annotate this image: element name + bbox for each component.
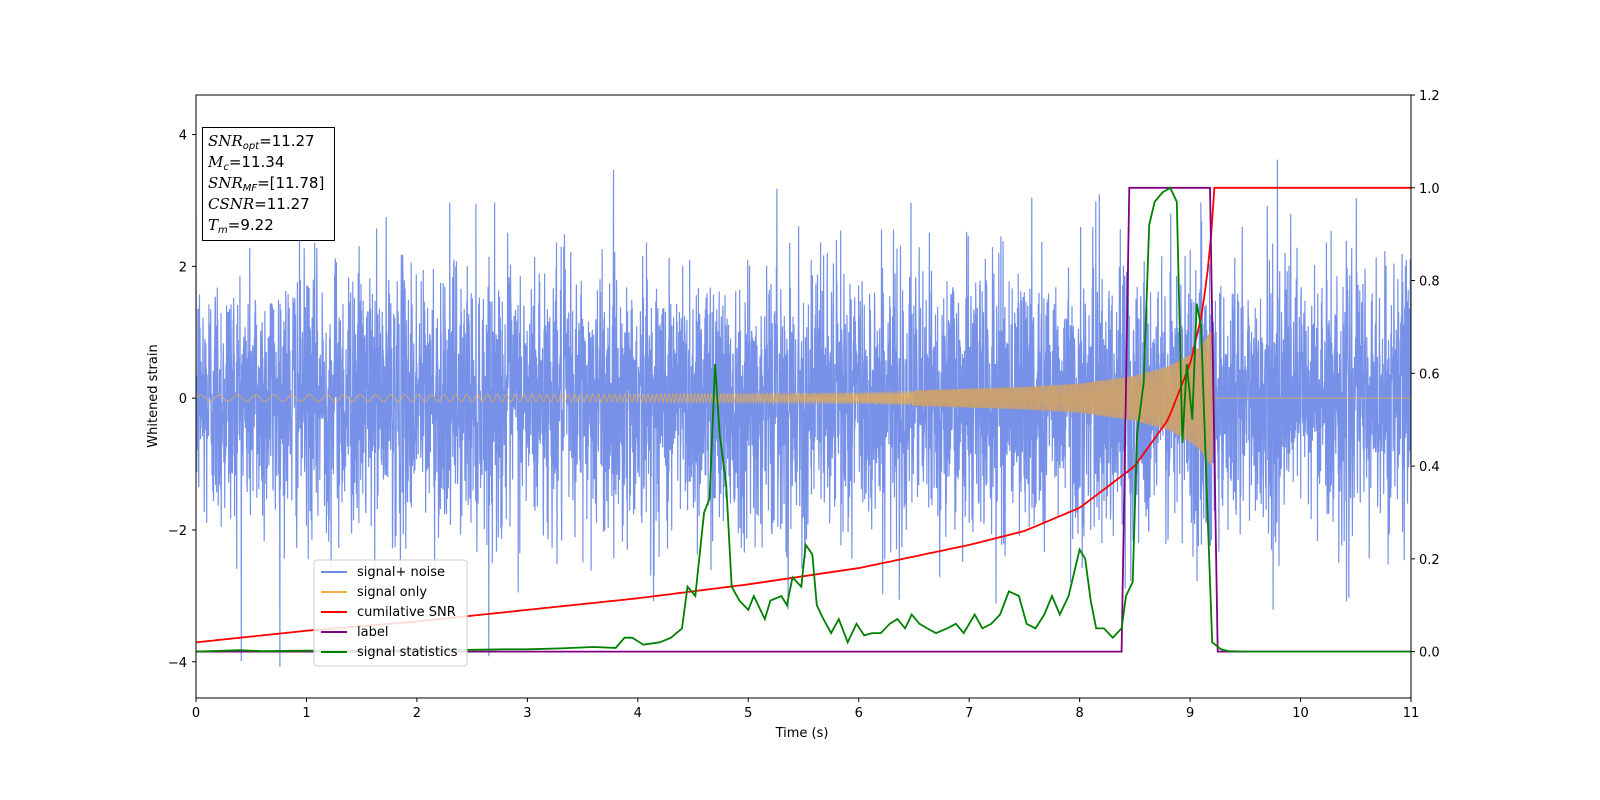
y-left-tick-label: 0 xyxy=(179,392,187,407)
stats-annotation-box: SNRopt=11.27 Mc=11.34 SNRMF=[11.78] CSNR… xyxy=(202,127,335,241)
y-left-tick-label: 4 xyxy=(179,129,187,144)
x-tick-label: 3 xyxy=(523,706,531,721)
legend-label-signal-noise: signal+ noise xyxy=(357,565,445,580)
x-tick-label: 6 xyxy=(855,706,863,721)
legend: signal+ noise signal only cumilative SNR… xyxy=(313,559,468,667)
x-tick-label: 11 xyxy=(1403,706,1420,721)
y-left-tick-label: −2 xyxy=(168,524,187,539)
right-y-axis: 0.0 0.2 0.4 0.6 0.8 1.0 1.2 xyxy=(1411,89,1440,661)
y-right-tick-label: 1.2 xyxy=(1419,89,1440,104)
y-right-tick-label: 0.0 xyxy=(1419,646,1440,661)
legend-frame xyxy=(313,559,468,667)
y-right-tick-label: 0.8 xyxy=(1419,275,1440,290)
plot-frame xyxy=(195,94,1412,699)
x-tick-label: 0 xyxy=(192,706,200,721)
x-tick-label: 4 xyxy=(634,706,642,721)
x-tick-label: 1 xyxy=(302,706,310,721)
legend-label-cumulative-snr: cumilative SNR xyxy=(357,605,456,620)
legend-label-label: label xyxy=(357,625,388,640)
x-axis: 0 1 2 3 4 5 6 7 8 9 10 11 xyxy=(192,698,1419,721)
x-tick-label: 8 xyxy=(1075,706,1083,721)
x-tick-label: 5 xyxy=(744,706,752,721)
y-right-tick-label: 0.6 xyxy=(1419,367,1440,382)
x-tick-label: 2 xyxy=(413,706,421,721)
y-right-tick-label: 1.0 xyxy=(1419,182,1440,197)
y-left-tick-label: −4 xyxy=(168,656,187,671)
series-signal-noise xyxy=(196,159,1411,667)
y-right-tick-label: 0.2 xyxy=(1419,553,1440,568)
snr-opt-annotation: SNRopt=11.27 xyxy=(208,132,315,152)
x-axis-label: Time (s) xyxy=(775,726,829,741)
legend-label-signal-statistics: signal statistics xyxy=(357,645,458,660)
y-right-tick-label: 0.4 xyxy=(1419,460,1440,475)
left-y-axis: −4 −2 0 2 4 xyxy=(168,129,196,671)
y-left-tick-label: 2 xyxy=(179,260,187,275)
signal-only-envelope xyxy=(914,329,1215,468)
y-axis-label: Whitened strain xyxy=(146,344,161,447)
mc-annotation: Mc=11.34 xyxy=(208,153,285,173)
series-signal-statistics xyxy=(196,186,1411,653)
x-tick-label: 7 xyxy=(965,706,973,721)
x-tick-label: 9 xyxy=(1186,706,1194,721)
csnr-annotation: CSNR=11.27 xyxy=(208,195,310,213)
snr-mf-annotation: SNRMF=[11.78] xyxy=(208,174,325,194)
x-tick-label: 10 xyxy=(1292,706,1309,721)
legend-label-signal-only: signal only xyxy=(357,585,427,600)
tm-annotation: Tm=9.22 xyxy=(208,216,274,236)
